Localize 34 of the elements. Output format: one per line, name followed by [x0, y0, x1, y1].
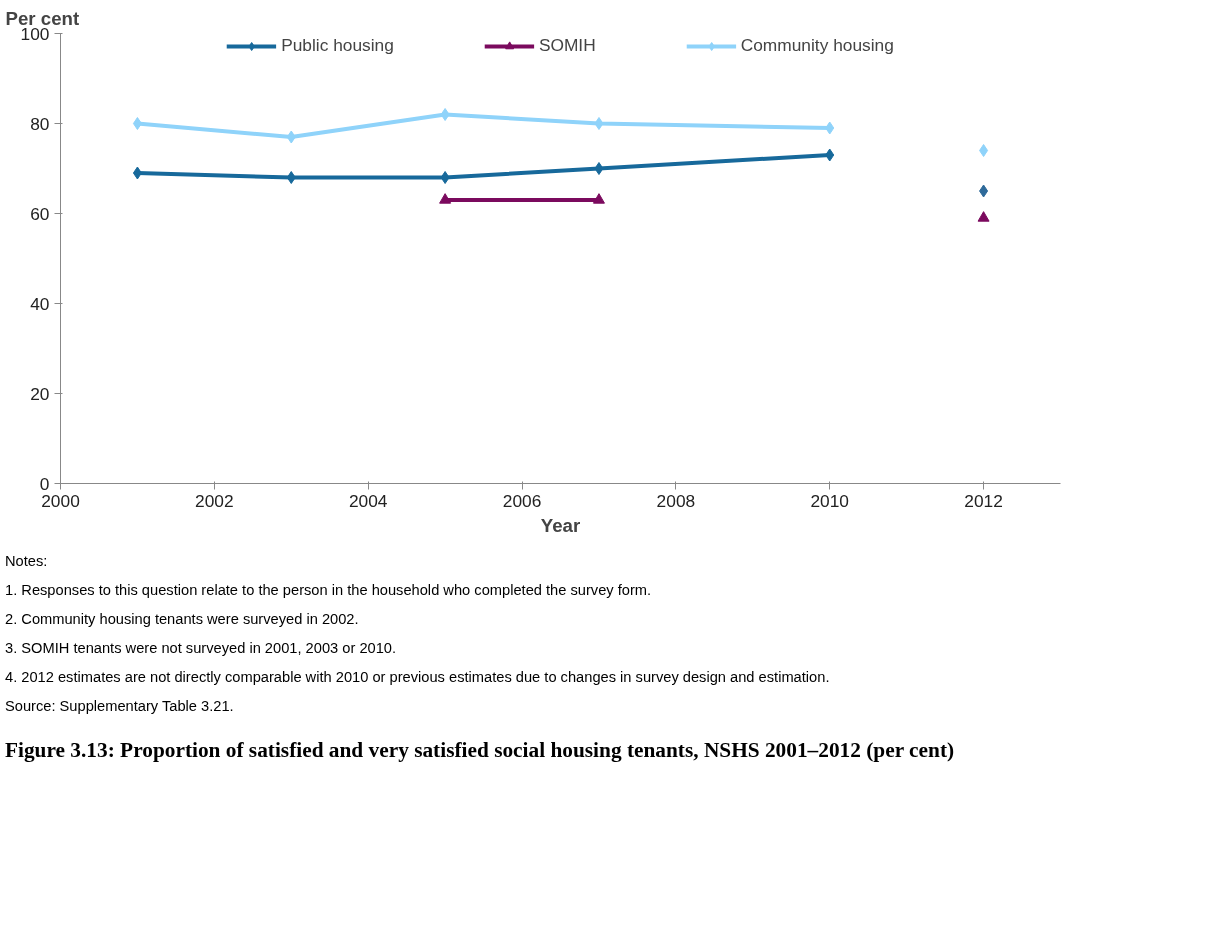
text: Figure 3.13: Proportion of satisfied and very satisfied social housing tenants, NSHS 2001–2012 (per cent)	[5, 736, 955, 764]
text: Notes:	[5, 552, 49, 571]
point	[594, 162, 604, 175]
x-tick-label: 2012	[964, 490, 1003, 511]
point	[825, 121, 835, 135]
legend-label: Community housing	[740, 35, 894, 56]
y-tick-label: 60	[30, 203, 50, 224]
point	[594, 117, 604, 130]
x-tick-label: 2010	[810, 490, 850, 511]
point	[979, 144, 989, 157]
text: 1. Responses to this question relate to the person in the household who completed the survey form.	[5, 580, 653, 600]
y-tick-label: 20	[30, 383, 50, 404]
text: 4. 2012 estimates are not directly comparable with 2010 or previous estimates due to changes in survey design and estimation.	[5, 667, 830, 687]
y-axis-title: Per cent	[5, 7, 80, 29]
text: 2. Community housing tenants were surveyed in 2002.	[5, 609, 360, 629]
point	[132, 117, 142, 130]
point	[979, 184, 989, 198]
point	[132, 166, 142, 180]
y-tick-label: 40	[30, 293, 50, 314]
point	[440, 171, 450, 184]
y-tick-label: 80	[30, 113, 50, 134]
point	[825, 148, 835, 162]
x-tick-label: 2008	[656, 490, 696, 511]
x-tick-label: 2006	[502, 490, 542, 511]
point	[977, 211, 990, 222]
x-tick-label: 2002	[195, 490, 234, 511]
source-note: Source: Supplementary Table 3.21.	[5, 696, 235, 716]
point	[286, 130, 296, 144]
text: 3. SOMIH tenants were not surveyed in 2001, 2003 or 2010.	[5, 638, 398, 658]
legend-label: Public housing	[281, 35, 394, 56]
x-tick-label: 2004	[348, 490, 388, 511]
point	[440, 108, 450, 121]
legend-label: SOMIH	[538, 35, 596, 56]
x-axis-title: Year	[540, 514, 581, 536]
